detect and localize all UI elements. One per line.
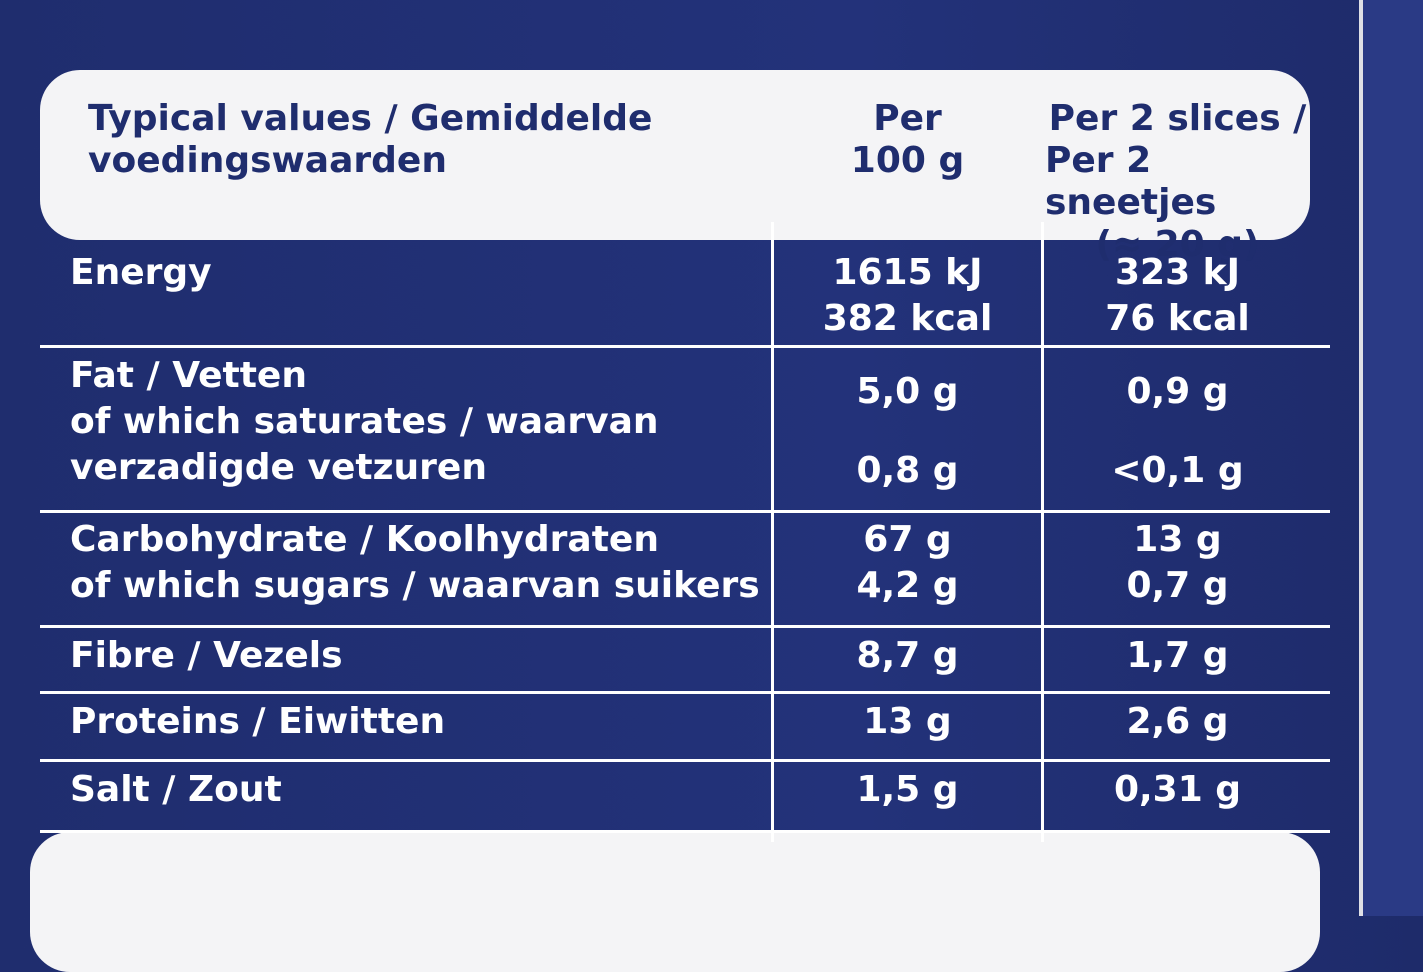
cell-line: of which sugars / waarvan suikers bbox=[70, 565, 760, 606]
label-cell: Carbohydrate / Koolhydraten of which suga… bbox=[70, 517, 760, 625]
cell-line: 0,9 g bbox=[1126, 371, 1229, 413]
cell-line: 1,5 g bbox=[856, 769, 959, 810]
label-cell: Fat / Vetten of which saturates / waarvan… bbox=[70, 353, 760, 510]
value-cell: 2,6 g bbox=[1045, 699, 1310, 759]
cell-line: Salt / Zout bbox=[70, 769, 282, 810]
value-cell: 13 g bbox=[775, 699, 1040, 759]
cell-line: 0,31 g bbox=[1113, 769, 1242, 810]
cell-line: Per 2 slices / bbox=[1048, 98, 1307, 139]
cell-line: 4,2 g bbox=[856, 565, 959, 606]
cell-line: <0,1 g bbox=[1111, 449, 1244, 491]
label-cell: Salt / Zout bbox=[70, 767, 760, 830]
row-divider bbox=[40, 830, 1330, 833]
cell-line: Energy bbox=[70, 252, 212, 293]
cell-line: Per bbox=[873, 98, 942, 139]
cell-line: (≈ 20 g) bbox=[1095, 224, 1260, 265]
cell-line: 100 g bbox=[850, 140, 965, 181]
cell-line: Carbohydrate / Koolhydraten bbox=[70, 519, 659, 560]
cell-line: 323 kJ bbox=[1114, 252, 1240, 293]
cell-line: 2,6 g bbox=[1126, 701, 1229, 742]
cell-line: 382 kcal bbox=[822, 298, 993, 339]
cell-line: Proteins / Eiwitten bbox=[70, 701, 446, 742]
cell-line: 1615 kJ bbox=[832, 252, 983, 293]
value-cell: 5,0 g 0,8 g bbox=[775, 353, 1040, 510]
row-divider bbox=[40, 345, 1330, 348]
value-cell: 1,5 g bbox=[775, 767, 1040, 830]
cell-line: 76 kcal bbox=[1105, 298, 1250, 339]
cell-line: 13 g bbox=[863, 701, 952, 742]
header-cell: Typical values / Gemiddelde voedingswaard… bbox=[88, 98, 778, 182]
cell-line: Fibre / Vezels bbox=[70, 635, 343, 676]
cell-line: 13 g bbox=[1133, 519, 1222, 560]
row-divider bbox=[40, 759, 1330, 762]
row-divider bbox=[40, 510, 1330, 513]
value-cell: 67 g 4,2 g bbox=[775, 517, 1040, 625]
value-cell: 0,9 g <0,1 g bbox=[1045, 353, 1310, 510]
cell-line: 67 g bbox=[863, 519, 952, 560]
cell-line: Per 2 sneetjes bbox=[1045, 140, 1217, 223]
cell-line: 8,7 g bbox=[856, 635, 959, 676]
cell-line: of which saturates / waarvan bbox=[70, 401, 659, 442]
column-divider bbox=[771, 222, 774, 842]
label-cell: Proteins / Eiwitten bbox=[70, 699, 760, 759]
cell-line: voedingswaarden bbox=[88, 140, 447, 181]
value-cell: 1,7 g bbox=[1045, 633, 1310, 691]
cell-line: 0,7 g bbox=[1126, 565, 1229, 606]
cell-line: 5,0 g bbox=[856, 371, 959, 413]
cell-line: 0,8 g bbox=[856, 449, 959, 491]
value-cell: 8,7 g bbox=[775, 633, 1040, 691]
label-cell: Fibre / Vezels bbox=[70, 633, 760, 691]
row-divider bbox=[40, 691, 1330, 694]
value-cell: 323 kJ 76 kcal bbox=[1045, 250, 1310, 345]
cell-line: Fat / Vetten bbox=[70, 355, 307, 396]
header-cell: Per 100 g bbox=[775, 98, 1040, 182]
package-edge bbox=[1359, 0, 1423, 916]
cell-line: Typical values / Gemiddelde bbox=[88, 98, 653, 139]
label-cell: Energy bbox=[70, 250, 760, 345]
value-cell: 0,31 g bbox=[1045, 767, 1310, 830]
footer-box bbox=[30, 832, 1320, 972]
value-cell: 13 g 0,7 g bbox=[1045, 517, 1310, 625]
row-divider bbox=[40, 625, 1330, 628]
header-cell: Per 2 slices / Per 2 sneetjes (≈ 20 g) bbox=[1045, 98, 1310, 266]
cell-line: verzadigde vetzuren bbox=[70, 447, 487, 488]
cell-line: 1,7 g bbox=[1126, 635, 1229, 676]
value-cell: 1615 kJ 382 kcal bbox=[775, 250, 1040, 345]
header-box bbox=[40, 70, 1310, 240]
column-divider bbox=[1041, 222, 1044, 842]
